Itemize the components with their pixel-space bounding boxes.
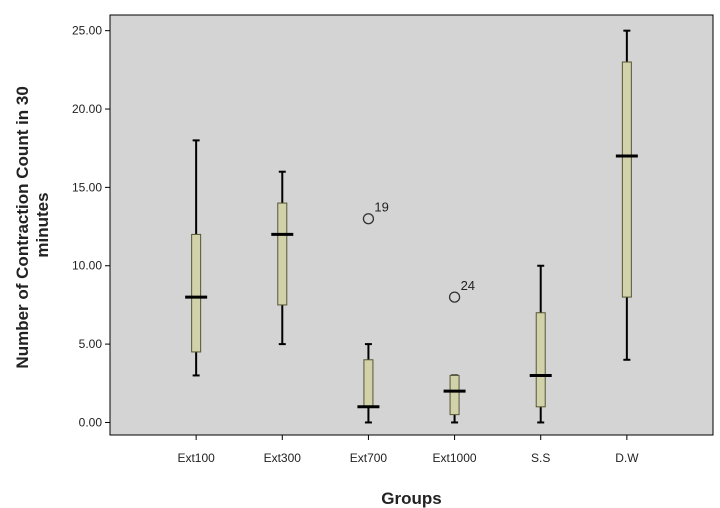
x-tick-label: Ext300	[264, 451, 302, 465]
y-axis: 0.00 5.00 10.00 15.00 20.00 25.00	[72, 24, 110, 429]
x-tick-label: S.S	[531, 451, 550, 465]
x-axis: Ext100 Ext300 Ext700 Ext1000 S.S D.W	[177, 435, 639, 465]
x-tick-label: Ext100	[177, 451, 215, 465]
plot-area	[109, 14, 714, 436]
y-tick-label: 15.00	[72, 180, 102, 194]
y-axis-title: Number of Contraction Count in 30 minute…	[13, 81, 52, 368]
x-axis-title: Groups	[381, 489, 441, 508]
box-group	[185, 139, 208, 377]
y-tick-label: 0.00	[79, 415, 103, 429]
box-group	[271, 170, 294, 346]
iqr-box	[277, 202, 288, 306]
y-tick-label: 20.00	[72, 102, 102, 116]
x-tick-label: Ext700	[350, 451, 388, 465]
outlier-point	[448, 291, 461, 303]
y-axis-title-line-1: Number of Contraction Count in 30	[13, 86, 32, 368]
y-tick-label: 5.00	[79, 337, 103, 351]
iqr-box	[363, 359, 374, 408]
iqr-box	[621, 61, 632, 298]
y-axis-title-line-2: minutes	[33, 192, 52, 257]
iqr-box	[535, 312, 546, 408]
iqr-box	[449, 374, 460, 416]
box-group	[615, 29, 638, 361]
x-tick-label: Ext1000	[433, 451, 477, 465]
box-group	[529, 264, 552, 424]
box-group: 19	[357, 200, 389, 424]
outlier-point	[362, 213, 375, 225]
box-group: 24	[443, 278, 475, 424]
y-tick-label: 10.00	[72, 259, 102, 273]
outlier-label: 24	[461, 278, 475, 293]
outlier-label: 19	[374, 200, 388, 215]
x-tick-label: D.W	[615, 451, 639, 465]
iqr-box	[191, 233, 202, 353]
y-tick-label: 25.00	[72, 24, 102, 38]
